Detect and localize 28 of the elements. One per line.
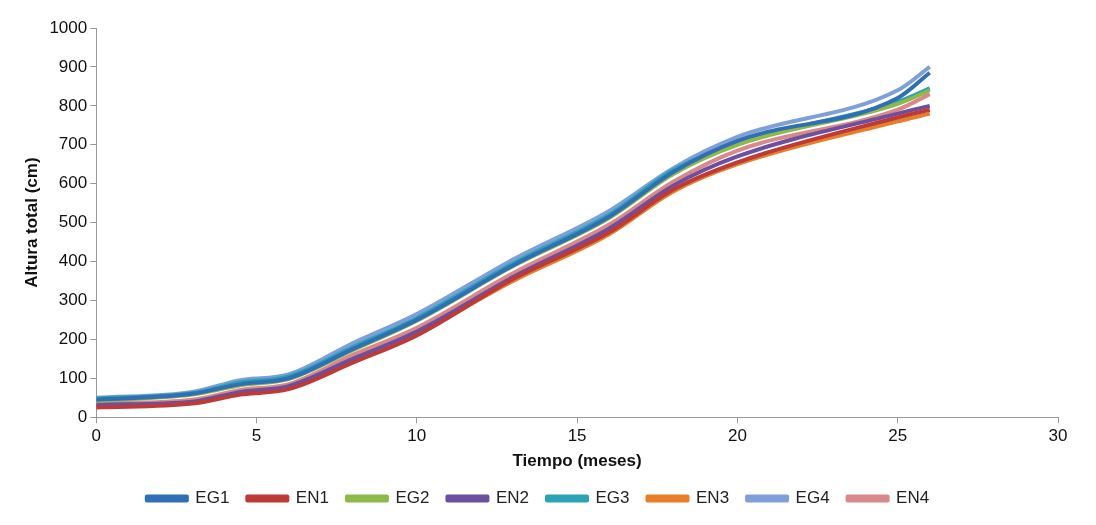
legend-label: EG3 (595, 488, 630, 508)
legend-label: EG2 (395, 488, 430, 508)
x-tick-label: 30 (1048, 426, 1068, 446)
x-tick-label: 15 (567, 426, 587, 446)
y-tick-label: 600 (58, 173, 88, 193)
y-tick-label: 0 (77, 406, 88, 426)
x-tick-label: 0 (91, 426, 101, 446)
y-tick-label: 800 (58, 95, 88, 115)
legend-label: EN4 (896, 488, 930, 508)
legend-label: EN3 (696, 488, 730, 508)
y-tick-label: 100 (58, 367, 88, 387)
y-tick-label: 700 (58, 134, 88, 154)
x-tick-label: 5 (251, 426, 262, 446)
legend-label: EG1 (195, 488, 230, 508)
y-tick-label: 400 (58, 251, 88, 271)
y-tick-label: 200 (58, 329, 88, 349)
y-tick-label: 500 (58, 212, 88, 232)
y-tick-label: 300 (58, 290, 88, 310)
legend-label: EN1 (295, 488, 329, 508)
legend-label: EN2 (495, 488, 530, 508)
y-tick-label: 900 (58, 56, 88, 76)
x-axis-title: Tiempo (meses) (512, 451, 642, 471)
y-axis-title: Altura total (cm) (21, 157, 41, 288)
x-tick-label: 25 (888, 426, 908, 446)
legend-label: EG4 (795, 488, 830, 508)
y-tick-label: 1000 (49, 17, 88, 37)
x-tick-label: 20 (727, 426, 747, 446)
x-tick-label: 10 (407, 426, 427, 446)
